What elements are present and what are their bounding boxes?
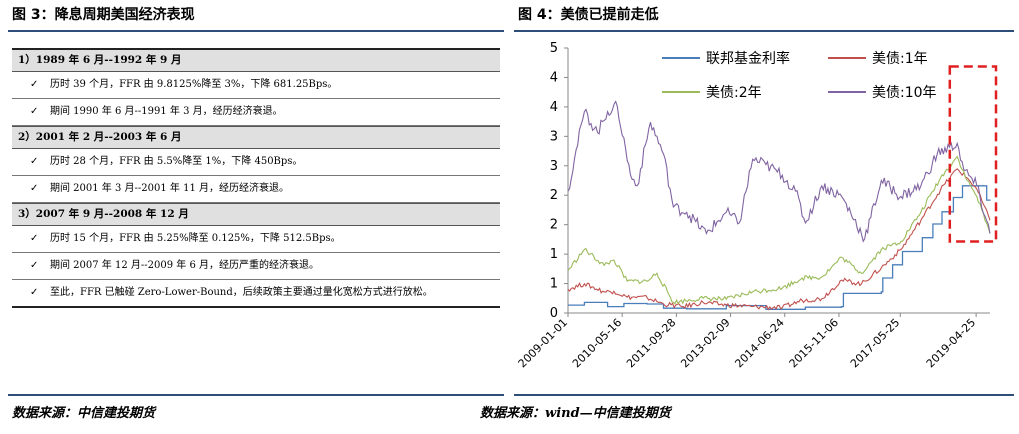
x-tick-label: 2014-06-24 — [732, 316, 786, 370]
item-text: 至此，FFR 已触碰 Zero-Lower-Bound，后续政策主要通过量化宽松… — [50, 287, 433, 298]
y-tick-label: 3 — [550, 159, 558, 174]
right-title-rule — [514, 30, 1014, 32]
left-bottom-rule — [8, 394, 504, 396]
y-tick-label: 2 — [550, 218, 558, 233]
check-icon: ✓ — [30, 106, 39, 117]
series-line-3 — [567, 155, 991, 305]
period-1-item-2: ✓ 期间 1990 年 6 月--1991 年 3 月，经历经济衰退。 — [12, 99, 500, 126]
left-panel-title: 图 3：降息周期美国经济表现 — [12, 7, 195, 23]
left-title-rule — [8, 30, 504, 32]
x-tick-label: 2019-04-25 — [924, 316, 978, 370]
item-text: 历时 28 个月，FFR 由 5.5%降至 1%，下降 450Bps。 — [50, 156, 303, 167]
series-line-1 — [568, 185, 991, 310]
period-heading-2: 2）2001 年 2 月--2003 年 6 月 — [12, 126, 500, 149]
period-heading-1: 1）1989 年 6 月--1992 年 9 月 — [12, 50, 500, 72]
right-bottom-rule — [514, 394, 1014, 396]
check-icon: ✓ — [30, 287, 39, 298]
right-panel-title: 图 4：美债已提前走低 — [518, 7, 659, 23]
y-tick-label: 1 — [550, 247, 558, 262]
item-text: 期间 2001 年 3 月--2001 年 11 月，经历经济衰退。 — [50, 183, 289, 194]
x-tick-label: 2009-01-01 — [516, 316, 570, 370]
legend-label-3: 美债:2年 — [706, 85, 762, 101]
y-tick-label: 0 — [550, 306, 558, 321]
period-2-item-2: ✓ 期间 2001 年 3 月--2001 年 11 月，经历经济衰退。 — [12, 176, 500, 203]
x-tick-label: 2013-02-09 — [678, 316, 732, 370]
item-text: 历时 15 个月，FFR 由 5.25%降至 0.125%，下降 512.5Bp… — [50, 233, 341, 244]
rate-cut-table: 1）1989 年 6 月--1992 年 9 月 ✓ 历时 39 个月，FFR … — [12, 48, 500, 308]
right-source-note: 数据来源：wind—中信建投期货 — [480, 406, 671, 421]
period-1-item-1: ✓ 历时 39 个月，FFR 由 9.8125%降至 3%，下降 681.25B… — [12, 72, 500, 99]
check-icon: ✓ — [30, 79, 39, 90]
x-tick-label: 2015-11-06 — [787, 316, 841, 370]
check-icon: ✓ — [30, 156, 39, 167]
series-line-4 — [567, 100, 991, 243]
item-text: 期间 1990 年 6 月--1991 年 3 月，经历经济衰退。 — [50, 106, 283, 117]
highlight-box — [948, 65, 998, 243]
series-line-2 — [567, 168, 991, 311]
y-tick-label: 4 — [550, 100, 558, 115]
legend-label-2: 美债:1年 — [872, 51, 928, 67]
y-tick-label: 5 — [550, 41, 558, 56]
period-3-item-3: ✓ 至此，FFR 已触碰 Zero-Lower-Bound，后续政策主要通过量化… — [12, 280, 500, 306]
check-icon: ✓ — [30, 233, 39, 244]
check-icon: ✓ — [30, 183, 39, 194]
y-tick-label: 1 — [550, 277, 558, 292]
treasury-yield-chart: 0 1 1 2 2 3 3 4 4 5 2009-01-01 2010-05-16 2011-09-28… — [516, 41, 998, 370]
period-2-item-1: ✓ 历时 28 个月，FFR 由 5.5%降至 1%，下降 450Bps。 — [12, 149, 500, 176]
check-icon: ✓ — [30, 260, 39, 271]
item-text: 历时 39 个月，FFR 由 9.8125%降至 3%，下降 681.25Bps… — [50, 79, 338, 90]
x-tick-label: 2010-05-16 — [570, 316, 624, 370]
period-heading-3: 3）2007 年 9 月--2008 年 12 月 — [12, 203, 500, 226]
item-text: 期间 2007 年 12 月--2009 年 6 月，经历严重的经济衰退。 — [50, 260, 319, 271]
y-tick-label: 3 — [550, 129, 558, 144]
x-tick-label: 2017-05-25 — [848, 316, 902, 370]
x-tick-label: 2011-09-28 — [624, 316, 678, 370]
legend-label-4: 美债:10年 — [872, 85, 937, 101]
y-tick-label: 4 — [550, 70, 558, 85]
period-3-item-1: ✓ 历时 15 个月，FFR 由 5.25%降至 0.125%，下降 512.5… — [12, 226, 500, 253]
period-3-item-2: ✓ 期间 2007 年 12 月--2009 年 6 月，经历严重的经济衰退。 — [12, 253, 500, 280]
y-tick-label: 2 — [550, 188, 558, 203]
left-source-note: 数据来源：中信建投期货 — [12, 406, 156, 421]
legend-label-1: 联邦基金利率 — [706, 50, 790, 67]
